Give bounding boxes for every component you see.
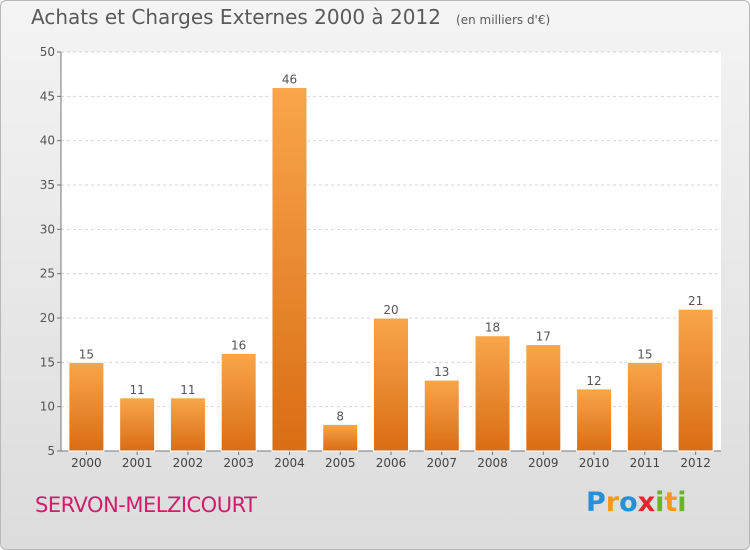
logo-letter: i (677, 487, 687, 518)
logo-letter: r (605, 487, 620, 518)
bar (474, 335, 511, 452)
logo-letter: P (586, 487, 606, 518)
bar-value-label: 15 (79, 347, 94, 361)
x-tick-label: 2012 (680, 456, 711, 470)
bar (576, 388, 613, 452)
logo-letter: t (664, 487, 678, 518)
bar-value-label: 16 (231, 338, 246, 352)
bar (68, 361, 105, 452)
x-tick-label: 2006 (376, 456, 407, 470)
y-tick-label: 45 (40, 89, 55, 103)
y-tick-label: 5 (47, 444, 55, 458)
x-tick-label: 2007 (426, 456, 457, 470)
y-tick-label: 40 (40, 134, 55, 148)
bar-value-label: 46 (282, 72, 297, 86)
bar-value-label: 8 (336, 409, 344, 423)
bar (626, 361, 663, 452)
chart-unit-label: (en milliers d'€) (456, 13, 551, 27)
x-tick-label: 2010 (579, 456, 610, 470)
chart-title: Achats et Charges Externes 2000 à 2012 (31, 5, 441, 29)
x-tick-label: 2011 (630, 456, 661, 470)
x-tick-label: 2003 (223, 456, 254, 470)
x-tick-label: 2000 (71, 456, 102, 470)
bar (169, 397, 206, 452)
bar (322, 423, 359, 452)
x-tick-label: 2001 (122, 456, 153, 470)
bar-value-label: 17 (536, 330, 551, 344)
bars (68, 86, 714, 452)
bar (271, 86, 308, 452)
bar-value-label: 11 (180, 383, 195, 397)
bar-value-label: 11 (130, 383, 145, 397)
bar (119, 397, 156, 452)
y-tick-label: 15 (40, 355, 55, 369)
x-tick-label: 2009 (528, 456, 559, 470)
bar-value-label: 13 (434, 365, 449, 379)
y-tick-label: 20 (40, 311, 55, 325)
y-tick-label: 50 (40, 45, 55, 59)
place-name: SERVON-MELZICOURT (35, 493, 257, 517)
bar (677, 308, 714, 452)
bar-value-label: 21 (688, 294, 703, 308)
bar (525, 344, 562, 452)
bar-value-label: 12 (586, 374, 601, 388)
logo-letter: x (637, 487, 656, 518)
bar-value-label: 20 (383, 303, 398, 317)
x-tick-label: 2002 (173, 456, 204, 470)
logo-letter: o (619, 487, 638, 518)
bar-value-label: 18 (485, 321, 500, 335)
logo-letter: i (655, 487, 665, 518)
bar (423, 379, 460, 452)
bar (373, 317, 409, 452)
y-tick-label: 10 (40, 400, 55, 414)
y-tick-label: 25 (40, 267, 55, 281)
bar (220, 352, 257, 452)
y-tick-label: 30 (40, 222, 55, 236)
chart-title-line: Achats et Charges Externes 2000 à 2012 (… (31, 5, 550, 29)
x-tick-label: 2008 (477, 456, 508, 470)
bar-value-label: 15 (637, 347, 652, 361)
x-tick-label: 2004 (274, 456, 305, 470)
y-tick-label: 35 (40, 178, 55, 192)
proxiti-logo: Proxiti (586, 487, 687, 518)
labels: 5 10 15 20 25 30 35 40 45 50 15 2000 11 2001 11 2002 16 2… (40, 45, 711, 470)
x-tick-label: 2005 (325, 456, 356, 470)
